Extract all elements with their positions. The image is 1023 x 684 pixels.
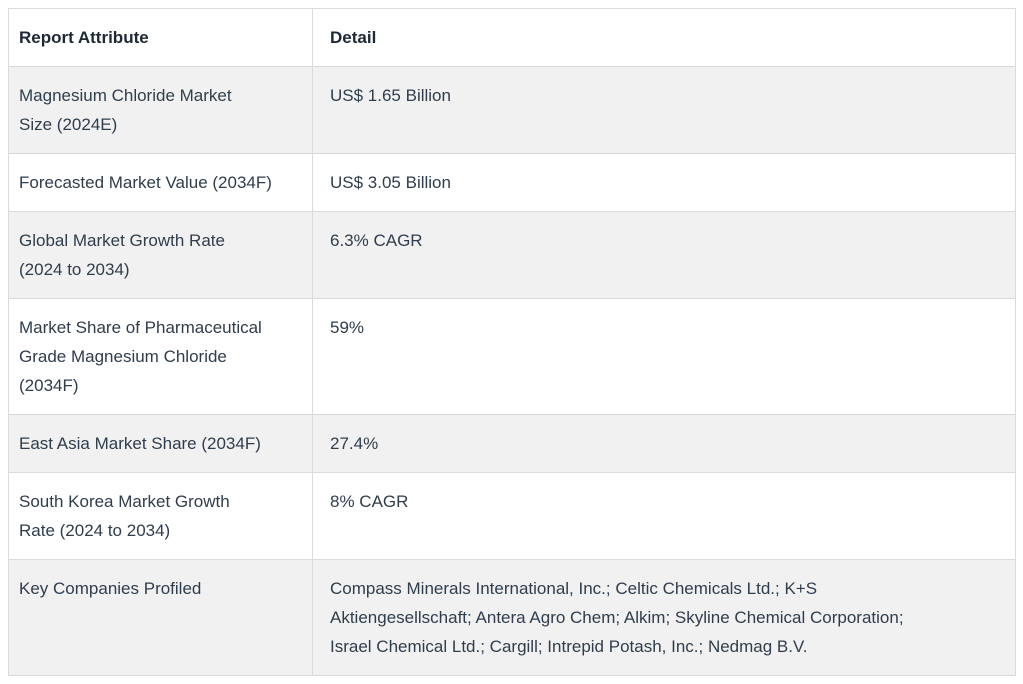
detail-cell: 27.4% <box>312 414 1016 473</box>
detail-cell: Compass Minerals International, Inc.; Ce… <box>312 559 1016 676</box>
detail-cell: US$ 3.05 Billion <box>312 153 1016 212</box>
table-row: South Korea Market Growth Rate (2024 to … <box>8 472 1016 560</box>
attribute-cell: Forecasted Market Value (2034F) <box>8 153 313 212</box>
report-summary-table: Report Attribute Detail Magnesium Chlori… <box>8 8 1016 676</box>
attribute-cell: East Asia Market Share (2034F) <box>8 414 313 473</box>
report-summary-section: Report Attribute Detail Magnesium Chlori… <box>8 8 1016 676</box>
attribute-cell: Global Market Growth Rate (2024 to 2034) <box>8 211 313 299</box>
table-row: Forecasted Market Value (2034F) US$ 3.05… <box>8 153 1016 212</box>
detail-cell: 6.3% CAGR <box>312 211 1016 299</box>
attribute-cell: Key Companies Profiled <box>8 559 313 676</box>
column-header-detail: Detail <box>312 8 1016 67</box>
attribute-cell: Magnesium Chloride Market Size (2024E) <box>8 66 313 154</box>
detail-cell: US$ 1.65 Billion <box>312 66 1016 154</box>
detail-cell: 8% CAGR <box>312 472 1016 560</box>
detail-cell: 59% <box>312 298 1016 415</box>
attribute-cell: Market Share of Pharmaceutical Grade Mag… <box>8 298 313 415</box>
table-row: Market Share of Pharmaceutical Grade Mag… <box>8 298 1016 415</box>
column-header-report-attribute: Report Attribute <box>8 8 313 67</box>
table-header-row: Report Attribute Detail <box>8 8 1016 67</box>
table-row: Key Companies Profiled Compass Minerals … <box>8 559 1016 676</box>
attribute-cell: South Korea Market Growth Rate (2024 to … <box>8 472 313 560</box>
table-row: Magnesium Chloride Market Size (2024E) U… <box>8 66 1016 154</box>
table-row: Global Market Growth Rate (2024 to 2034)… <box>8 211 1016 299</box>
table-row: East Asia Market Share (2034F) 27.4% <box>8 414 1016 473</box>
